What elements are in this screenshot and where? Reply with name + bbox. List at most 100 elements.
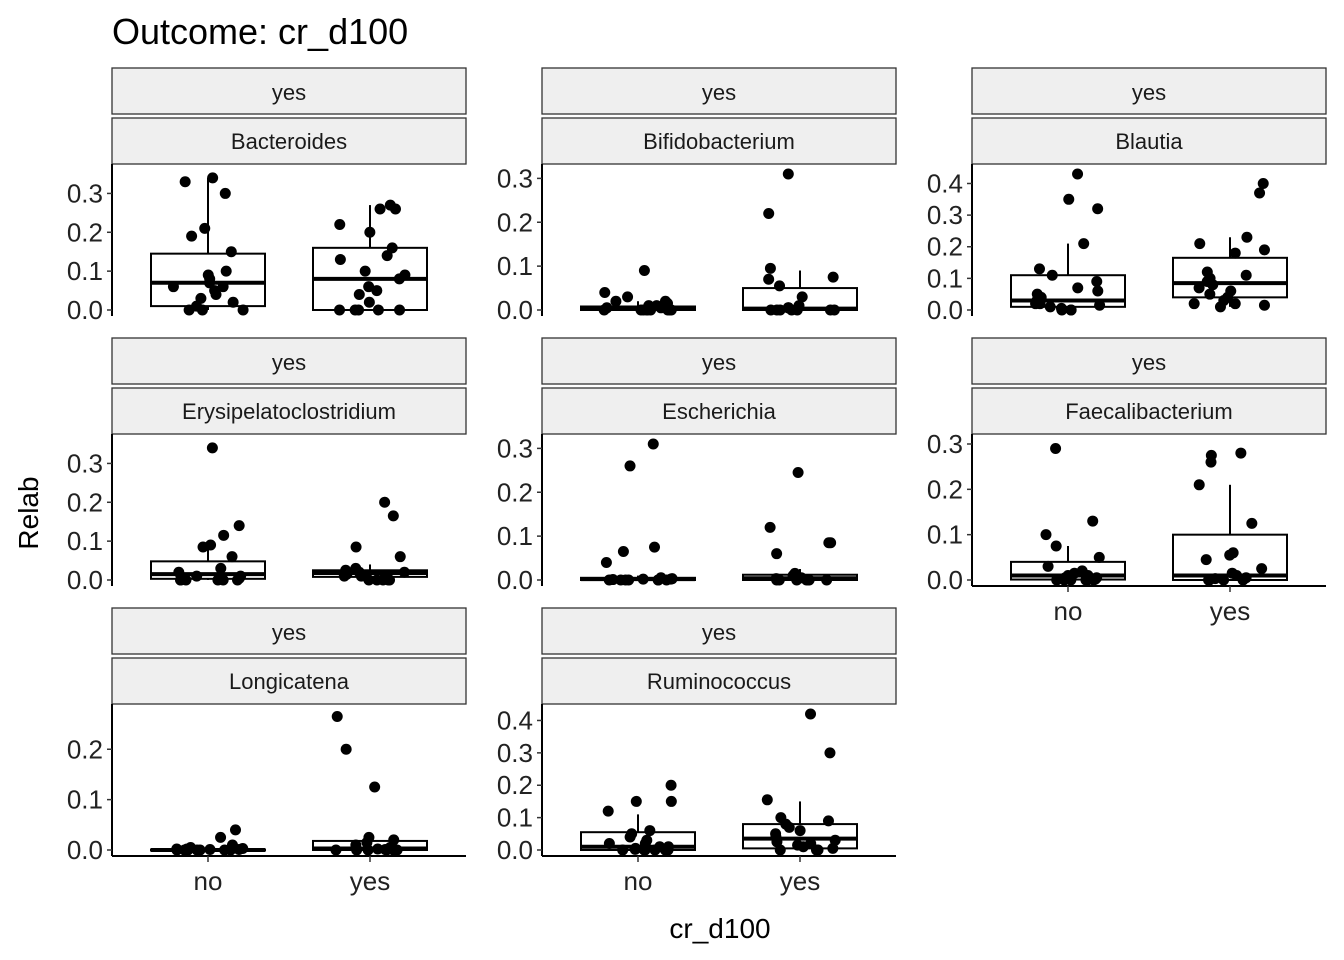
data-point	[217, 281, 229, 293]
data-point	[233, 843, 245, 855]
boxplot-no	[150, 824, 266, 856]
data-point	[824, 747, 836, 759]
data-point	[393, 273, 405, 285]
data-point	[1078, 238, 1090, 250]
facet-panel-escherichia: yes Escherichia 0.0 0.1 0.2 0.3	[497, 337, 897, 595]
data-point	[1063, 193, 1075, 205]
data-point	[1093, 551, 1105, 563]
y-tick-label: 0.3	[927, 429, 963, 459]
strip-top-label: yes	[272, 620, 306, 645]
y-tick-label: 0.1	[497, 251, 533, 281]
y-tick-label: 0.3	[497, 738, 533, 768]
data-point	[379, 496, 391, 508]
boxplot-no	[150, 442, 266, 586]
data-point	[665, 779, 677, 791]
data-point	[603, 838, 615, 850]
data-point	[181, 843, 193, 855]
data-point	[1209, 573, 1221, 585]
data-point	[220, 265, 232, 277]
data-point	[1046, 269, 1058, 281]
data-point	[801, 574, 813, 586]
data-point	[774, 844, 786, 856]
data-point	[215, 831, 227, 843]
data-point	[1224, 549, 1236, 561]
data-point	[665, 573, 677, 585]
data-point	[1082, 569, 1094, 581]
data-point	[389, 203, 401, 215]
strip-bottom	[971, 117, 1327, 165]
data-point	[1258, 244, 1270, 256]
data-point	[1258, 299, 1270, 311]
strip-top	[111, 337, 467, 385]
data-point	[629, 843, 641, 855]
data-point	[615, 574, 627, 586]
strip-top	[111, 67, 467, 115]
strip-bottom	[541, 387, 897, 435]
strip-bottom-label: Blautia	[1115, 129, 1183, 154]
data-point	[822, 815, 834, 827]
strip-bottom-label: Bacteroides	[231, 129, 347, 154]
data-point	[827, 842, 839, 854]
data-point	[1256, 563, 1268, 575]
data-point	[1193, 479, 1205, 491]
data-point	[598, 304, 610, 316]
strip-top-label: yes	[702, 350, 736, 375]
data-point	[1188, 298, 1200, 310]
data-point	[1050, 443, 1062, 455]
strip-top-label: yes	[1132, 350, 1166, 375]
data-point	[351, 844, 363, 856]
data-point	[334, 219, 346, 231]
x-tick-label: no	[1054, 596, 1083, 626]
data-point	[662, 844, 674, 856]
data-point	[1051, 574, 1063, 586]
y-tick-label: 0.0	[67, 835, 103, 865]
data-point	[665, 795, 677, 807]
strip-bottom	[111, 657, 467, 705]
iqr-box	[150, 560, 266, 580]
y-tick-label: 0.2	[927, 232, 963, 262]
data-point	[1092, 285, 1104, 297]
data-point	[791, 574, 803, 586]
y-tick-label: 0.3	[927, 200, 963, 230]
data-point	[600, 556, 612, 568]
data-point	[599, 286, 611, 298]
data-point	[1200, 554, 1212, 566]
data-point	[607, 574, 619, 586]
boxplot-yes	[312, 496, 428, 586]
data-point	[761, 794, 773, 806]
data-point	[783, 821, 795, 833]
boxplot-no	[1010, 443, 1126, 586]
y-tick-label: 0.0	[927, 565, 963, 595]
data-point	[217, 574, 229, 586]
data-point	[387, 510, 399, 522]
data-point	[353, 288, 365, 300]
data-point	[229, 824, 241, 836]
data-point	[812, 844, 824, 856]
data-point	[1050, 540, 1062, 552]
data-point	[363, 281, 375, 293]
y-tick-label: 0.0	[497, 295, 533, 325]
facet-panel-bacteroides: yes Bacteroides 0.0 0.1 0.2 0.3	[67, 67, 467, 325]
facet-panel-longicatena: yes Longicatena 0.0 0.1 0.2 no yes	[67, 607, 467, 896]
data-point	[171, 844, 183, 856]
data-point	[652, 574, 664, 586]
data-point	[340, 743, 352, 755]
strip-bottom	[541, 117, 897, 165]
x-axis-title: cr_d100	[669, 913, 770, 944]
x-tick-label: yes	[350, 866, 390, 896]
data-point	[1246, 517, 1258, 529]
data-point	[763, 207, 775, 219]
strip-top-label: yes	[1132, 80, 1166, 105]
data-point	[186, 230, 198, 242]
data-point	[1205, 456, 1217, 468]
data-point	[372, 304, 384, 316]
data-point	[369, 781, 381, 793]
data-point	[1034, 298, 1046, 310]
strip-bottom-label: Escherichia	[662, 399, 776, 424]
facet-panels: yesBacteroides0.00.10.20.3yesBifidobacte…	[67, 67, 1327, 896]
data-point	[219, 187, 231, 199]
boxplot-yes	[742, 467, 858, 586]
data-point	[828, 304, 840, 316]
data-point	[622, 291, 634, 303]
boxplot-yes	[742, 708, 858, 856]
